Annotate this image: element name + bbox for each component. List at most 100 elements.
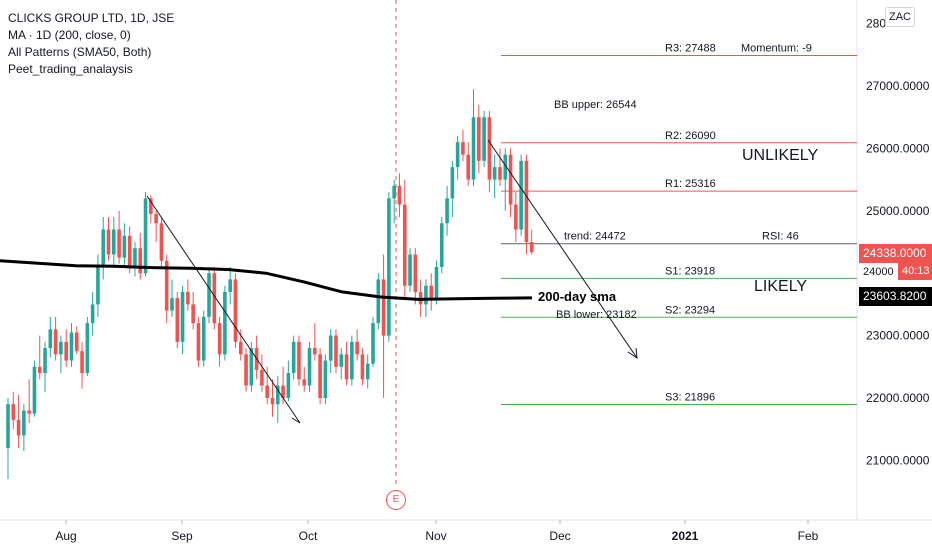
bb-lower-label: BB lower: 23182 <box>556 309 637 321</box>
symbol-title[interactable]: CLICKS GROUP LTD, 1D, JSE <box>8 11 175 25</box>
candle-body <box>328 335 333 361</box>
candle <box>455 135 460 180</box>
time-tick-label: Dec <box>549 529 570 543</box>
earnings-event-icon[interactable]: E <box>386 490 406 510</box>
candle-body <box>397 185 402 205</box>
candle-body <box>445 198 449 224</box>
currency-scale-button[interactable]: ZAC <box>885 7 915 27</box>
candle-body <box>492 167 497 180</box>
candle-body <box>376 279 381 324</box>
candle <box>117 210 121 264</box>
candle <box>492 154 497 199</box>
candle <box>164 254 169 324</box>
trend-line-projection[interactable] <box>487 139 638 359</box>
time-tick-label: Feb <box>798 529 819 543</box>
candle-body <box>498 167 502 180</box>
candle <box>265 366 270 405</box>
candle <box>64 329 68 367</box>
ma-indicator-label[interactable]: MA · 1D (200, close, 0) <box>8 28 131 42</box>
sma-price-tag: 23603.8200 <box>859 287 932 306</box>
candle <box>37 335 42 380</box>
candle-body <box>381 279 386 336</box>
candle <box>466 142 471 186</box>
candle-body <box>529 242 534 253</box>
candle <box>297 335 301 386</box>
candle <box>323 354 328 405</box>
candle <box>291 335 296 380</box>
candle <box>339 348 344 380</box>
level-label-s1: S1: 23918 <box>665 265 715 277</box>
candle-body <box>6 404 10 448</box>
candle <box>344 341 349 386</box>
candle <box>85 316 90 377</box>
candle-body <box>16 419 21 436</box>
last-price-tag: 24338.0000 <box>859 244 932 263</box>
candle-body <box>286 373 291 398</box>
script-indicator-label[interactable]: Peet_trading_analaysis <box>8 62 133 76</box>
patterns-indicator-label[interactable]: All Patterns (SMA50, Both) <box>8 45 152 59</box>
candle-body <box>450 167 455 199</box>
candle <box>180 285 185 355</box>
candle-body <box>164 260 169 311</box>
candle-body <box>212 273 217 324</box>
chart-legend: CLICKS GROUP LTD, 1D, JSE MA · 1D (200, … <box>8 10 174 78</box>
candle <box>461 129 465 161</box>
trend-arrow-head-2 <box>627 347 638 360</box>
candle-body <box>260 369 264 386</box>
candle-body <box>402 204 407 286</box>
candle <box>445 185 449 236</box>
candle-body <box>207 273 211 317</box>
candle-body <box>101 229 106 267</box>
level-label-s2: S2: 23294 <box>665 304 715 316</box>
time-axis[interactable]: Aug Sep Oct Nov Dec 2021 Feb <box>55 520 819 543</box>
candle-body <box>297 341 301 380</box>
candle <box>27 379 31 423</box>
price-tick-label: 27000.0000 <box>866 79 930 93</box>
candle-body <box>127 235 132 267</box>
candle-body <box>96 266 100 305</box>
candle <box>397 173 402 218</box>
candle <box>355 329 359 361</box>
price-tick-label: 23000.0000 <box>866 329 930 343</box>
candle-body <box>408 254 412 286</box>
candle-body <box>334 335 338 367</box>
candle <box>365 354 370 389</box>
candle <box>138 232 143 280</box>
candle-body <box>59 341 63 355</box>
likely-label: LIKELY <box>754 278 807 295</box>
candle <box>402 179 407 299</box>
candle <box>133 242 137 277</box>
candle <box>16 394 21 448</box>
candle-body <box>307 348 312 386</box>
candle <box>387 192 391 342</box>
candle-body <box>461 142 465 155</box>
candle <box>80 341 84 389</box>
candle-body <box>318 354 322 398</box>
candle <box>207 266 211 324</box>
candle <box>112 217 116 267</box>
candle <box>159 217 164 267</box>
candle <box>434 260 439 305</box>
trend-line-sep-oct[interactable] <box>146 195 301 424</box>
candle-body <box>291 341 296 374</box>
time-tick-label: Sep <box>171 529 193 543</box>
candle-body <box>133 248 137 267</box>
price-axis[interactable]: 21000.000022000.000023000.000024000.0000… <box>866 17 930 468</box>
candle <box>313 323 317 361</box>
candle-body <box>122 235 127 258</box>
candle <box>498 148 502 186</box>
candle-body <box>27 410 31 414</box>
candle <box>286 360 291 402</box>
candle-body <box>117 229 121 258</box>
candle <box>53 316 58 361</box>
sma-200-path <box>0 259 533 301</box>
candle <box>334 329 338 374</box>
candle <box>260 354 264 392</box>
candle-body <box>249 348 254 386</box>
candle-body <box>223 291 227 355</box>
candle <box>450 160 455 218</box>
candle-body <box>201 316 206 361</box>
candle-body <box>238 341 243 355</box>
price-tick-label: 25000.0000 <box>866 204 930 218</box>
